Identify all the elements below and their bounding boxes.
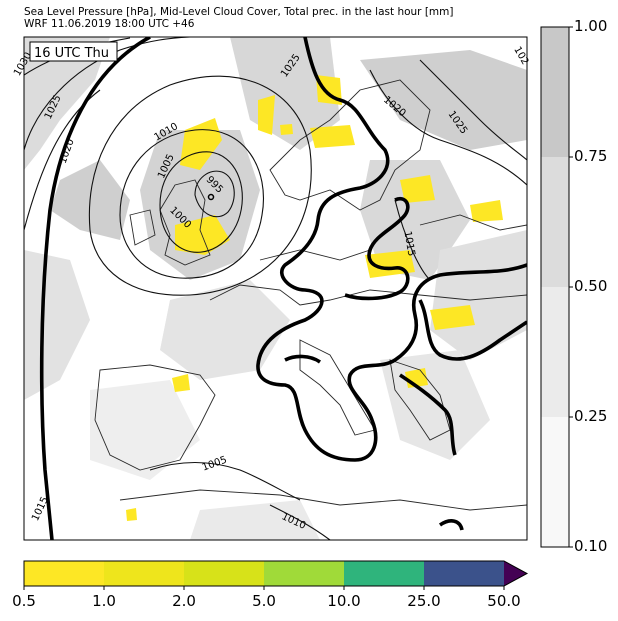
precip-patch-12 bbox=[280, 124, 293, 135]
cloud-tick-label: 1.00 bbox=[574, 17, 608, 35]
precip-tick-label: 25.0 bbox=[407, 592, 441, 610]
isobar-label: 1015 bbox=[401, 230, 416, 257]
low-pressure-center bbox=[207, 193, 215, 201]
isobar-1015-east bbox=[418, 299, 527, 361]
isobar-1000 bbox=[159, 151, 243, 253]
isobar-1010-south bbox=[269, 504, 331, 540]
precip-colorbar bbox=[23, 560, 529, 590]
precip-patch-6 bbox=[365, 250, 415, 278]
precip-bin-2.0-5.0 bbox=[184, 561, 264, 586]
coast-iberia bbox=[94, 364, 216, 471]
isobar-1015-central bbox=[256, 37, 527, 462]
precip-bin-0.5-1.0 bbox=[24, 561, 104, 586]
isobar-1005 bbox=[119, 129, 264, 279]
precip-patch-13 bbox=[126, 508, 137, 521]
coast-italy bbox=[299, 339, 376, 436]
precip-patch-3 bbox=[258, 95, 275, 135]
coast-britain bbox=[159, 179, 211, 266]
coast-balkans bbox=[389, 359, 451, 441]
precip-tick-label: 1.0 bbox=[92, 592, 116, 610]
valid-time-label: 16 UTC Thu bbox=[34, 46, 109, 61]
coast-north-africa bbox=[119, 489, 527, 511]
isobar-1025-east bbox=[419, 59, 527, 161]
coast-ireland bbox=[129, 209, 156, 246]
precip-tick-label: 2.0 bbox=[172, 592, 196, 610]
cloud-bin-0.25-0.50 bbox=[541, 287, 569, 417]
cloud-tick-label: 0.75 bbox=[574, 147, 608, 165]
map-panel: 1030 1025 1020 1010 1005 1000 995 1025 1… bbox=[12, 36, 530, 541]
cloud-bin-0.50-0.75 bbox=[541, 157, 569, 287]
border-east bbox=[419, 214, 527, 231]
cloud-tick-label: 0.10 bbox=[574, 537, 608, 555]
cloud-patch-iberia bbox=[90, 380, 200, 480]
precipitation-field bbox=[126, 75, 503, 521]
isobar-1015-alps bbox=[284, 354, 322, 364]
figure-title-line-1: Sea Level Pressure [hPa], Mid-Level Clou… bbox=[24, 6, 454, 18]
precip-extend-arrow bbox=[504, 561, 527, 586]
isobar-1015-loop bbox=[344, 196, 410, 301]
precip-patch-2 bbox=[175, 215, 230, 255]
precip-tick-label: 10.0 bbox=[327, 592, 361, 610]
cloud-patch-northwest bbox=[24, 37, 110, 170]
cloud-tick-label: 0.50 bbox=[574, 277, 608, 295]
coastlines bbox=[94, 79, 527, 511]
precip-bin-25.0-50.0 bbox=[424, 561, 504, 586]
isobar-1010 bbox=[88, 75, 312, 296]
valid-time-box bbox=[29, 41, 118, 62]
cloud-bin-0.10-0.25 bbox=[541, 417, 569, 547]
cloud-tick-label: 0.25 bbox=[574, 407, 608, 425]
precip-colorbar-frame bbox=[23, 560, 529, 587]
isobar-1015-bold bbox=[39, 37, 527, 540]
precip-tick-label: 50.0 bbox=[487, 592, 521, 610]
map-frame bbox=[23, 36, 528, 541]
isobar-1020-east bbox=[369, 69, 527, 186]
cloud-bin-0.75-1.00 bbox=[541, 27, 569, 157]
isobar-1005-south bbox=[149, 461, 301, 501]
coast-scandinavia bbox=[269, 79, 431, 211]
precip-bin-1.0-2.0 bbox=[104, 561, 184, 586]
precip-tick-label: 0.5 bbox=[12, 592, 36, 610]
precip-patch-8 bbox=[470, 200, 503, 222]
isobar-1015-central bbox=[394, 199, 431, 281]
isobar-1015-africa bbox=[438, 519, 464, 531]
precip-bin-5.0-10.0 bbox=[264, 561, 344, 586]
precip-patch-7 bbox=[400, 175, 435, 203]
cloud-patch-france bbox=[160, 280, 290, 380]
precip-patch-4 bbox=[310, 125, 355, 148]
figure-title-line-2: WRF 11.06.2019 18:00 UTC +46 bbox=[24, 18, 195, 30]
coast-central-europe bbox=[209, 284, 527, 306]
precip-patch-9 bbox=[430, 305, 475, 330]
cloud-cover-colorbar bbox=[540, 26, 573, 548]
cloud-patch-low-center bbox=[140, 130, 260, 280]
precip-bin-10.0-25.0 bbox=[344, 561, 424, 586]
isobar-995 bbox=[194, 170, 235, 218]
isobar-1015-west bbox=[39, 37, 151, 540]
precip-patch-10 bbox=[172, 374, 190, 392]
isobar-1015-greece bbox=[399, 373, 457, 456]
precip-tick-label: 5.0 bbox=[252, 592, 276, 610]
cloud-patch-north-africa bbox=[190, 500, 320, 540]
